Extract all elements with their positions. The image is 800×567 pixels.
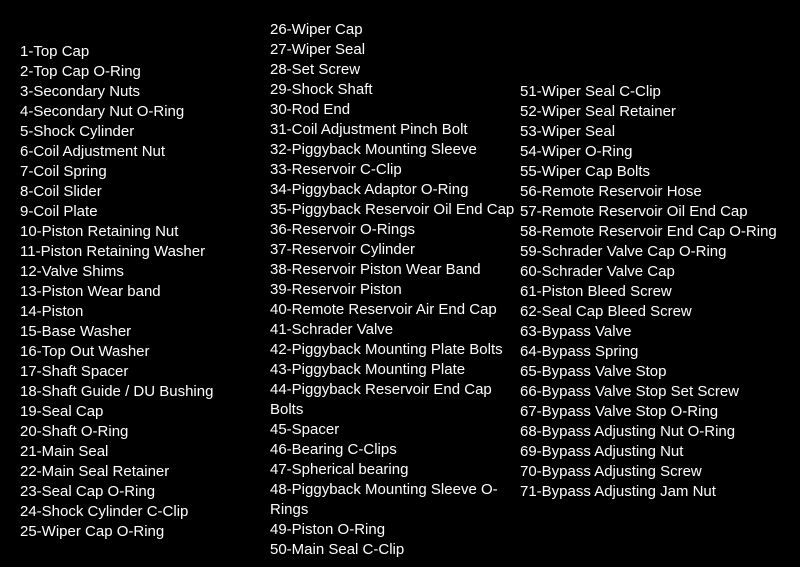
parts-list-item: 29-Shock Shaft <box>270 80 520 100</box>
parts-list-item: 57-Remote Reservoir Oil End Cap <box>520 202 780 222</box>
parts-column-1: 1-Top Cap2-Top Cap O-Ring3-Secondary Nut… <box>20 20 270 557</box>
parts-list-item: 7-Coil Spring <box>20 162 270 182</box>
parts-list-item: 51-Wiper Seal C-Clip <box>520 82 780 102</box>
parts-list-item: 9-Coil Plate <box>20 202 270 222</box>
parts-list-item: 18-Shaft Guide / DU Bushing <box>20 382 270 402</box>
parts-list-item: 27-Wiper Seal <box>270 40 520 60</box>
parts-list-item: 52-Wiper Seal Retainer <box>520 102 780 122</box>
parts-list-item: 14-Piston <box>20 302 270 322</box>
parts-list-item: 44-Piggyback Reservoir End Cap Bolts <box>270 380 520 420</box>
parts-list-item: 47-Spherical bearing <box>270 460 520 480</box>
parts-list-item: 13-Piston Wear band <box>20 282 270 302</box>
parts-list-item: 6-Coil Adjustment Nut <box>20 142 270 162</box>
parts-list-item: 5-Shock Cylinder <box>20 122 270 142</box>
parts-list-item: 70-Bypass Adjusting Screw <box>520 462 780 482</box>
parts-list-item: 4-Secondary Nut O-Ring <box>20 102 270 122</box>
parts-list-item: 48-Piggyback Mounting Sleeve O-Rings <box>270 480 520 520</box>
parts-list-item: 69-Bypass Adjusting Nut <box>520 442 780 462</box>
parts-list-item: 63-Bypass Valve <box>520 322 780 342</box>
parts-list-item: 34-Piggyback Adaptor O-Ring <box>270 180 520 200</box>
parts-list-item: 2-Top Cap O-Ring <box>20 62 270 82</box>
parts-list-item: 36-Reservoir O-Rings <box>270 220 520 240</box>
parts-list-item: 8-Coil Slider <box>20 182 270 202</box>
parts-list-item: 50-Main Seal C-Clip <box>270 540 520 560</box>
parts-list-item: 25-Wiper Cap O-Ring <box>20 522 270 542</box>
parts-list-item: 62-Seal Cap Bleed Screw <box>520 302 780 322</box>
parts-list-item: 54-Wiper O-Ring <box>520 142 780 162</box>
parts-list-item: 35-Piggyback Reservoir Oil End Cap <box>270 200 520 220</box>
parts-list-item: 3-Secondary Nuts <box>20 82 270 102</box>
parts-list-item: 10-Piston Retaining Nut <box>20 222 270 242</box>
parts-column-3: 51-Wiper Seal C-Clip52-Wiper Seal Retain… <box>520 20 780 557</box>
parts-list-item: 58-Remote Reservoir End Cap O-Ring <box>520 222 780 242</box>
parts-column-2: 26-Wiper Cap27-Wiper Seal28-Set Screw29-… <box>270 20 520 557</box>
parts-list-item: 59-Schrader Valve Cap O-Ring <box>520 242 780 262</box>
parts-list-item: 11-Piston Retaining Washer <box>20 242 270 262</box>
parts-list-item: 28-Set Screw <box>270 60 520 80</box>
parts-list-item: 33-Reservoir C-Clip <box>270 160 520 180</box>
parts-list-item: 15-Base Washer <box>20 322 270 342</box>
parts-list-item: 23-Seal Cap O-Ring <box>20 482 270 502</box>
parts-list-container: 1-Top Cap2-Top Cap O-Ring3-Secondary Nut… <box>0 0 800 567</box>
parts-list-item: 24-Shock Cylinder C-Clip <box>20 502 270 522</box>
parts-list-item: 32-Piggyback Mounting Sleeve <box>270 140 520 160</box>
parts-list-item: 19-Seal Cap <box>20 402 270 422</box>
parts-list-item: 53-Wiper Seal <box>520 122 780 142</box>
parts-list-item: 20-Shaft O-Ring <box>20 422 270 442</box>
parts-list-item: 67-Bypass Valve Stop O-Ring <box>520 402 780 422</box>
parts-list-item: 1-Top Cap <box>20 42 270 62</box>
parts-list-item: 40-Remote Reservoir Air End Cap <box>270 300 520 320</box>
parts-list-item: 31-Coil Adjustment Pinch Bolt <box>270 120 520 140</box>
parts-list-item: 22-Main Seal Retainer <box>20 462 270 482</box>
parts-list-item: 38-Reservoir Piston Wear Band <box>270 260 520 280</box>
parts-list-item: 41-Schrader Valve <box>270 320 520 340</box>
parts-list-item: 61-Piston Bleed Screw <box>520 282 780 302</box>
parts-list-item: 30-Rod End <box>270 100 520 120</box>
parts-list-item: 68-Bypass Adjusting Nut O-Ring <box>520 422 780 442</box>
parts-list-item: 16-Top Out Washer <box>20 342 270 362</box>
parts-list-item: 39-Reservoir Piston <box>270 280 520 300</box>
parts-list-item: 17-Shaft Spacer <box>20 362 270 382</box>
parts-list-item: 37-Reservoir Cylinder <box>270 240 520 260</box>
parts-list-item: 21-Main Seal <box>20 442 270 462</box>
parts-list-item: 56-Remote Reservoir Hose <box>520 182 780 202</box>
parts-list-item: 45-Spacer <box>270 420 520 440</box>
parts-list-item: 66-Bypass Valve Stop Set Screw <box>520 382 780 402</box>
parts-list-item: 65-Bypass Valve Stop <box>520 362 780 382</box>
parts-list-item: 12-Valve Shims <box>20 262 270 282</box>
parts-list-item: 42-Piggyback Mounting Plate Bolts <box>270 340 520 360</box>
parts-list-item: 55-Wiper Cap Bolts <box>520 162 780 182</box>
parts-list-item: 46-Bearing C-Clips <box>270 440 520 460</box>
parts-list-item: 26-Wiper Cap <box>270 20 520 40</box>
parts-list-item: 49-Piston O-Ring <box>270 520 520 540</box>
parts-list-item: 64-Bypass Spring <box>520 342 780 362</box>
parts-list-item: 43-Piggyback Mounting Plate <box>270 360 520 380</box>
parts-list-item: 60-Schrader Valve Cap <box>520 262 780 282</box>
parts-list-item: 71-Bypass Adjusting Jam Nut <box>520 482 780 502</box>
